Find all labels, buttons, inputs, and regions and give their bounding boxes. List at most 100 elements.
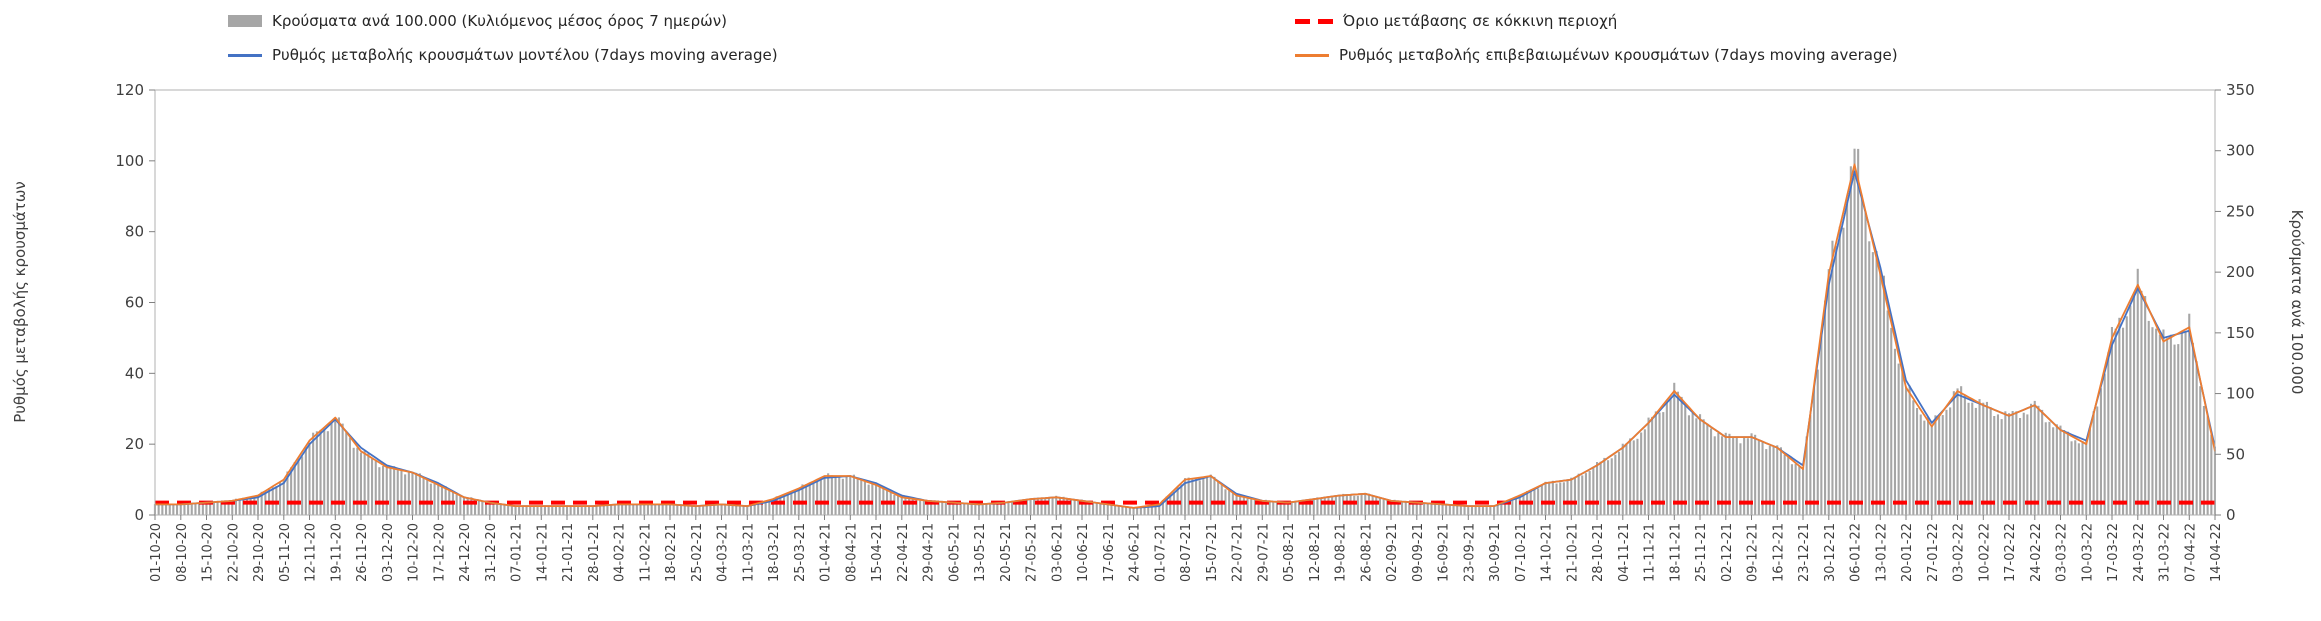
svg-text:60: 60 <box>125 294 144 312</box>
x-axis-labels: 01-10-20 08-10-20 15-10-20 22-10-20 29-10-20… <box>149 515 2224 582</box>
svg-text:14-01-21: 14-01-21 <box>535 523 550 582</box>
svg-text:24-02-22: 24-02-22 <box>2029 523 2044 582</box>
svg-text:01-07-21: 01-07-21 <box>1153 523 1168 582</box>
svg-text:250: 250 <box>2226 202 2255 220</box>
legend-label-bars: Κρούσματα ανά 100.000 (Κυλιόμενος μέσος … <box>272 12 727 30</box>
legend-item-bars: Κρούσματα ανά 100.000 (Κυλιόμενος μέσος … <box>228 12 727 30</box>
svg-text:120: 120 <box>115 81 144 99</box>
svg-text:24-12-20: 24-12-20 <box>458 523 473 582</box>
svg-text:12-08-21: 12-08-21 <box>1308 523 1323 582</box>
svg-text:11-11-21: 11-11-21 <box>1643 523 1658 582</box>
svg-text:05-11-20: 05-11-20 <box>278 523 293 582</box>
svg-text:100: 100 <box>2226 385 2255 403</box>
svg-text:08-10-20: 08-10-20 <box>175 523 190 582</box>
svg-text:22-10-20: 22-10-20 <box>226 523 241 582</box>
svg-text:07-10-21: 07-10-21 <box>1514 523 1529 582</box>
y-axis-right-ticks: 0 50 100 150 200 250 300 350 <box>2215 81 2255 524</box>
svg-text:24-06-21: 24-06-21 <box>1128 523 1143 582</box>
svg-text:17-02-22: 17-02-22 <box>2003 523 2018 582</box>
svg-text:09-12-21: 09-12-21 <box>1746 523 1761 582</box>
svg-text:12-11-20: 12-11-20 <box>304 523 319 582</box>
svg-text:03-12-20: 03-12-20 <box>381 523 396 582</box>
svg-text:19-11-20: 19-11-20 <box>329 523 344 582</box>
svg-text:150: 150 <box>2226 324 2255 342</box>
svg-text:11-02-21: 11-02-21 <box>638 523 653 582</box>
svg-text:04-11-21: 04-11-21 <box>1617 523 1632 582</box>
bars-series <box>153 148 2216 516</box>
svg-text:16-12-21: 16-12-21 <box>1771 523 1786 582</box>
svg-text:30-09-21: 30-09-21 <box>1488 523 1503 582</box>
svg-text:06-01-22: 06-01-22 <box>1849 523 1864 582</box>
svg-text:17-06-21: 17-06-21 <box>1102 523 1117 582</box>
svg-text:15-07-21: 15-07-21 <box>1205 523 1220 582</box>
svg-text:06-05-21: 06-05-21 <box>947 523 962 582</box>
svg-text:07-01-21: 07-01-21 <box>510 523 525 582</box>
legend-label-threshold: Όριο μετάβασης σε κόκκινη περιοχή <box>1343 12 1618 30</box>
svg-text:29-10-20: 29-10-20 <box>252 523 267 582</box>
svg-text:01-04-21: 01-04-21 <box>819 523 834 582</box>
svg-text:19-08-21: 19-08-21 <box>1334 523 1349 582</box>
svg-text:300: 300 <box>2226 142 2255 160</box>
svg-text:80: 80 <box>125 223 144 241</box>
legend-label-confirmed: Ρυθμός μεταβολής επιβεβαιωμένων κρουσμάτ… <box>1339 46 1898 64</box>
svg-text:10-03-22: 10-03-22 <box>2080 523 2095 582</box>
svg-text:10-06-21: 10-06-21 <box>1076 523 1091 582</box>
svg-text:27-05-21: 27-05-21 <box>1025 523 1040 582</box>
svg-text:29-04-21: 29-04-21 <box>922 523 937 582</box>
svg-text:28-01-21: 28-01-21 <box>587 523 602 582</box>
svg-text:02-12-21: 02-12-21 <box>1720 523 1735 582</box>
svg-text:08-07-21: 08-07-21 <box>1179 523 1194 582</box>
svg-text:100: 100 <box>115 152 144 170</box>
svg-text:07-04-22: 07-04-22 <box>2183 523 2198 582</box>
svg-text:17-03-22: 17-03-22 <box>2106 523 2121 582</box>
svg-text:18-02-21: 18-02-21 <box>664 523 679 582</box>
svg-text:50: 50 <box>2226 445 2245 463</box>
svg-text:11-03-21: 11-03-21 <box>741 523 756 582</box>
svg-text:02-09-21: 02-09-21 <box>1385 523 1400 582</box>
svg-text:200: 200 <box>2226 263 2255 281</box>
svg-text:26-11-20: 26-11-20 <box>355 523 370 582</box>
svg-text:24-03-22: 24-03-22 <box>2132 523 2147 582</box>
svg-text:22-04-21: 22-04-21 <box>896 523 911 582</box>
svg-text:21-10-21: 21-10-21 <box>1565 523 1580 582</box>
svg-text:14-10-21: 14-10-21 <box>1540 523 1555 582</box>
svg-text:23-12-21: 23-12-21 <box>1797 523 1812 582</box>
legend-item-confirmed: Ρυθμός μεταβολής επιβεβαιωμένων κρουσμάτ… <box>1295 46 1898 64</box>
svg-text:03-02-22: 03-02-22 <box>1952 523 1967 582</box>
svg-text:13-01-22: 13-01-22 <box>1874 523 1889 582</box>
threshold-dash-swatch-icon <box>1295 18 1333 24</box>
svg-text:14-04-22: 14-04-22 <box>2209 523 2224 582</box>
svg-text:01-10-20: 01-10-20 <box>149 523 164 582</box>
svg-text:15-10-20: 15-10-20 <box>201 523 216 582</box>
legend-item-model: Ρυθμός μεταβολής κρουσμάτων μοντέλου (7d… <box>228 46 778 64</box>
legend-item-threshold: Όριο μετάβασης σε κόκκινη περιοχή <box>1295 12 1617 30</box>
svg-text:03-06-21: 03-06-21 <box>1050 523 1065 582</box>
svg-text:04-03-21: 04-03-21 <box>716 523 731 582</box>
svg-text:0: 0 <box>2226 506 2236 524</box>
svg-text:22-07-21: 22-07-21 <box>1231 523 1246 582</box>
svg-text:25-03-21: 25-03-21 <box>793 523 808 582</box>
svg-text:26-08-21: 26-08-21 <box>1359 523 1374 582</box>
svg-text:15-04-21: 15-04-21 <box>870 523 885 582</box>
svg-text:08-04-21: 08-04-21 <box>844 523 859 582</box>
model-line-swatch-icon <box>228 53 262 57</box>
svg-text:09-09-21: 09-09-21 <box>1411 523 1426 582</box>
svg-text:17-12-20: 17-12-20 <box>432 523 447 582</box>
svg-text:18-11-21: 18-11-21 <box>1668 523 1683 582</box>
svg-text:21-01-21: 21-01-21 <box>561 523 576 582</box>
legend-label-model: Ρυθμός μεταβολής κρουσμάτων μοντέλου (7d… <box>272 46 778 64</box>
svg-text:10-02-22: 10-02-22 <box>1977 523 1992 582</box>
svg-text:10-12-20: 10-12-20 <box>407 523 422 582</box>
confirmed-line <box>155 163 2216 509</box>
svg-text:20: 20 <box>125 435 144 453</box>
svg-text:23-09-21: 23-09-21 <box>1462 523 1477 582</box>
svg-text:03-03-22: 03-03-22 <box>2055 523 2070 582</box>
svg-text:18-03-21: 18-03-21 <box>767 523 782 582</box>
svg-text:25-11-21: 25-11-21 <box>1694 523 1709 582</box>
svg-text:31-03-22: 31-03-22 <box>2158 523 2173 582</box>
svg-text:28-10-21: 28-10-21 <box>1591 523 1606 582</box>
confirmed-line-swatch-icon <box>1295 53 1329 57</box>
svg-text:05-08-21: 05-08-21 <box>1282 523 1297 582</box>
